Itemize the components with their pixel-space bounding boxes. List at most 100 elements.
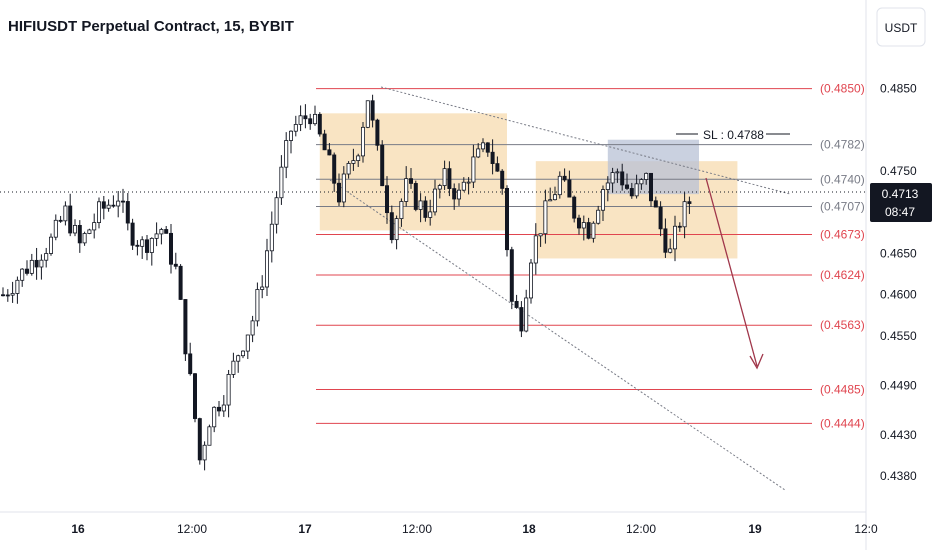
sl-label: SL : 0.4788	[703, 128, 764, 142]
candle-body	[341, 173, 346, 203]
candle-body	[687, 201, 692, 204]
candle-body	[106, 204, 111, 209]
candle-body	[111, 204, 116, 207]
candle-body	[399, 201, 404, 220]
candle-body	[408, 178, 413, 184]
candle-body	[269, 223, 274, 252]
time-axis-ticks: 16 12:00 17 12:00 18 12:00 19 12:0	[71, 522, 878, 536]
candle-body	[634, 183, 639, 197]
candle-body	[519, 307, 524, 332]
candle-body	[581, 222, 586, 229]
upper-trendline	[380, 86, 791, 195]
price-tick-label: 0.4490	[880, 378, 917, 392]
candle-body	[428, 211, 433, 218]
price-tick-label: 0.4380	[880, 469, 917, 483]
candle-body	[658, 206, 663, 230]
candle-body	[87, 229, 92, 234]
candle-body	[24, 268, 29, 274]
candle-body	[73, 225, 78, 234]
candle-body	[303, 115, 308, 120]
currency-button[interactable]: USDT	[876, 7, 926, 47]
projection-arrow	[705, 177, 764, 370]
level-label-5: (0.4624)	[820, 268, 865, 282]
price-tick-label: 0.4750	[880, 164, 917, 178]
candle-body	[514, 300, 519, 308]
chart-title: HIFIUSDT Perpetual Contract, 15, BYBIT	[8, 18, 294, 35]
candle-body	[466, 181, 471, 184]
sl-annotation: SL : 0.4788	[676, 128, 790, 142]
candle-body	[572, 196, 577, 219]
candle-body	[49, 236, 54, 254]
candle-body	[596, 209, 601, 224]
candle-body	[159, 229, 164, 235]
candle-body	[154, 233, 159, 239]
time-tick-label: 12:00	[626, 522, 656, 536]
candle-body	[298, 115, 303, 125]
candle-body	[44, 253, 49, 261]
candle-body	[610, 172, 615, 184]
candle-body	[168, 232, 173, 265]
time-tick-label: 16	[71, 522, 85, 536]
candle-body	[15, 279, 20, 294]
candle-body	[442, 168, 447, 186]
candle-body	[116, 200, 121, 207]
candle-body	[322, 133, 327, 151]
time-tick-label: 12:00	[402, 522, 432, 536]
candle-body	[327, 149, 332, 156]
candle-body	[360, 126, 365, 157]
candle-body	[456, 189, 461, 200]
candle-body	[682, 201, 687, 228]
candle-body	[101, 201, 106, 209]
level-lines: (0.4850) (0.4782) (0.4740) (0.4707) (0.4673)…	[316, 82, 865, 430]
candle-body	[183, 299, 188, 355]
candle-body	[605, 182, 610, 190]
candle-body	[538, 233, 543, 237]
candle-body	[375, 119, 380, 146]
candle-body	[394, 218, 399, 241]
level-label-1: (0.4782)	[820, 138, 865, 152]
candle-body	[620, 171, 625, 186]
candle-body	[673, 225, 678, 250]
candle-body	[524, 297, 529, 332]
candle-body	[164, 229, 169, 234]
time-tick-label: 17	[298, 522, 312, 536]
candle-body	[389, 212, 394, 241]
time-tick-label: 12:0	[854, 522, 878, 536]
price-badge-value: 0.4713	[882, 187, 919, 201]
price-axis-ticks: 0.4850 0.4750 0.4650 0.4600 0.4550 0.4490 0.44…	[880, 82, 917, 484]
time-tick-label: 12:00	[177, 522, 207, 536]
level-label-6: (0.4563)	[820, 318, 865, 332]
candle-body	[485, 142, 490, 153]
candle-body	[308, 118, 313, 125]
candle-body	[255, 289, 260, 322]
candle-body	[356, 155, 361, 161]
time-tick-label: 18	[522, 522, 536, 536]
candle-body	[577, 217, 582, 229]
candle-body	[10, 293, 15, 296]
candle-body	[423, 200, 428, 218]
candle-body	[509, 249, 514, 302]
candle-body	[432, 188, 437, 213]
time-tick-label: 19	[748, 522, 762, 536]
price-badge: 0.4713 08:47	[870, 183, 932, 222]
candle-body	[245, 334, 250, 352]
candle-body	[125, 201, 130, 224]
candle-body	[97, 201, 102, 223]
candle-body	[370, 100, 375, 121]
candle-body	[63, 205, 68, 222]
price-badge-bg	[870, 183, 932, 222]
price-tick-label: 0.4550	[880, 329, 917, 343]
candle-body	[317, 113, 322, 135]
candle-body	[173, 263, 178, 267]
candle-body	[284, 140, 289, 168]
candle-body	[92, 222, 97, 231]
candle-body	[529, 262, 534, 299]
candle-body	[58, 219, 63, 222]
candle-body	[668, 248, 673, 253]
candles	[0, 94, 692, 471]
candle-body	[384, 185, 389, 214]
zone-box-2	[607, 139, 699, 195]
candle-body	[461, 181, 466, 191]
candle-body	[557, 175, 562, 196]
candle-body	[346, 163, 351, 175]
